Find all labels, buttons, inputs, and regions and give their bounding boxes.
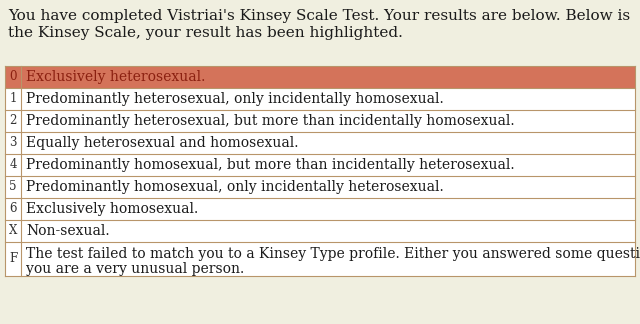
Bar [5, 66, 635, 88]
Text: Predominantly homosexual, but more than incidentally heterosexual.: Predominantly homosexual, but more than … [26, 158, 515, 172]
Text: 0: 0 [9, 71, 17, 84]
Bar [5, 220, 635, 242]
Bar [5, 132, 635, 154]
Bar [5, 88, 635, 110]
Bar [5, 176, 635, 198]
Text: Exclusively heterosexual.: Exclusively heterosexual. [26, 70, 205, 84]
Text: You have completed Vistriai's Kinsey Scale Test. Your results are below. Below i: You have completed Vistriai's Kinsey Sca… [8, 9, 630, 23]
Text: F: F [9, 252, 17, 265]
Text: 6: 6 [9, 202, 17, 215]
Text: you are a very unusual person.: you are a very unusual person. [26, 262, 244, 276]
Text: Predominantly heterosexual, only incidentally homosexual.: Predominantly heterosexual, only inciden… [26, 92, 444, 106]
Text: 2: 2 [10, 114, 17, 128]
Text: 4: 4 [9, 158, 17, 171]
Text: the Kinsey Scale, your result has been highlighted.: the Kinsey Scale, your result has been h… [8, 26, 403, 40]
Text: 5: 5 [9, 180, 17, 193]
Text: Non-sexual.: Non-sexual. [26, 224, 109, 238]
Text: 3: 3 [9, 136, 17, 149]
Text: The test failed to match you to a Kinsey Type profile. Either you answered some : The test failed to match you to a Kinsey… [26, 247, 640, 261]
Bar [5, 154, 635, 176]
Bar [5, 198, 635, 220]
Bar [5, 242, 635, 276]
Text: Exclusively homosexual.: Exclusively homosexual. [26, 202, 198, 216]
Text: X: X [9, 225, 17, 237]
Text: Predominantly homosexual, only incidentally heterosexual.: Predominantly homosexual, only incidenta… [26, 180, 444, 194]
Text: Predominantly heterosexual, but more than incidentally homosexual.: Predominantly heterosexual, but more tha… [26, 114, 515, 128]
Text: Equally heterosexual and homosexual.: Equally heterosexual and homosexual. [26, 136, 298, 150]
Bar [5, 110, 635, 132]
Text: 1: 1 [10, 92, 17, 106]
